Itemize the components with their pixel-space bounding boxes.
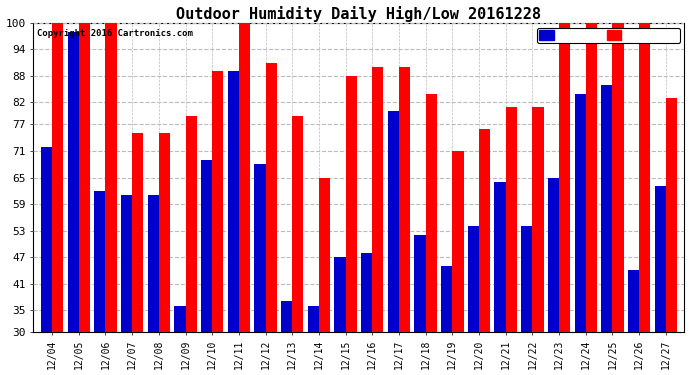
Legend: Low  (%), High  (%): Low (%), High (%) [537,28,680,43]
Bar [388,111,399,332]
Bar [468,226,479,332]
Bar [533,107,544,332]
Bar [148,195,159,332]
Bar [666,98,677,332]
Bar [95,191,106,332]
Bar [495,182,506,332]
Bar [453,151,464,332]
Bar [121,195,132,332]
Bar [613,23,624,332]
Bar [106,23,117,332]
Bar [586,23,597,332]
Title: Outdoor Humidity Daily High/Low 20161228: Outdoor Humidity Daily High/Low 20161228 [177,6,542,21]
Bar [293,116,304,332]
Bar [601,85,613,332]
Bar [68,32,79,332]
Bar [426,93,437,332]
Bar [655,186,666,332]
Bar [201,160,213,332]
Bar [319,178,330,332]
Bar [175,306,186,332]
Bar [441,266,453,332]
Bar [52,23,63,332]
Bar [213,71,224,332]
Bar [521,226,533,332]
Bar [41,147,52,332]
Bar [186,116,197,332]
Bar [308,306,319,332]
Text: Copyright 2016 Cartronics.com: Copyright 2016 Cartronics.com [37,29,193,38]
Bar [559,23,570,332]
Bar [132,134,144,332]
Bar [281,302,293,332]
Bar [575,93,586,332]
Bar [628,270,639,332]
Bar [346,76,357,332]
Bar [255,164,266,332]
Bar [506,107,517,332]
Bar [159,134,170,332]
Bar [415,235,426,332]
Bar [479,129,490,332]
Bar [361,253,373,332]
Bar [228,71,239,332]
Bar [639,23,650,332]
Bar [335,257,346,332]
Bar [266,63,277,332]
Bar [399,67,410,332]
Bar [548,178,559,332]
Bar [79,23,90,332]
Bar [239,23,250,332]
Bar [373,67,384,332]
